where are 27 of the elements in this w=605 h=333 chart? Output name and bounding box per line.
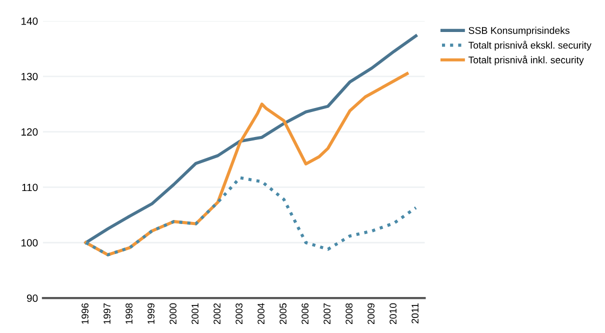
legend-label: SSB Konsumprisindeks	[468, 26, 570, 36]
x-tick-label: 2010	[390, 303, 397, 324]
line-series	[84, 176, 418, 256]
y-tick-label: 100	[22, 239, 38, 246]
x-tick-label: 2004	[258, 303, 264, 324]
x-tick-label: 1998	[126, 303, 132, 324]
x-tick-label: 2003	[236, 303, 242, 324]
y-tick-label: 130	[22, 72, 38, 80]
line-series	[84, 34, 418, 244]
legend-label: Totalt prisnivå ekskl. security	[468, 40, 592, 51]
x-tick-label: 2002	[214, 303, 220, 324]
x-tick-label: 1996	[82, 303, 88, 324]
x-tick-label: 2000	[170, 303, 176, 324]
y-tick-label: 110	[22, 184, 38, 192]
x-tick-label: 2005	[280, 303, 286, 324]
x-tick-label: 2006	[302, 303, 309, 324]
x-tick-label: 2007	[324, 303, 331, 324]
x-tick-label: 2011	[412, 303, 419, 324]
y-tick-label: 140	[22, 17, 38, 25]
x-tick-label: 2001	[192, 303, 198, 324]
x-tick-label: 2008	[346, 303, 353, 324]
x-tick-label: 2009	[368, 303, 375, 324]
y-tick-label: 90	[26, 294, 38, 302]
legend-label: Totalt prisnivå inkl. security	[468, 55, 584, 66]
y-tick-label: 120	[22, 128, 38, 136]
x-tick-label: 1997	[104, 303, 110, 324]
x-tick-label: 1999	[148, 303, 154, 324]
